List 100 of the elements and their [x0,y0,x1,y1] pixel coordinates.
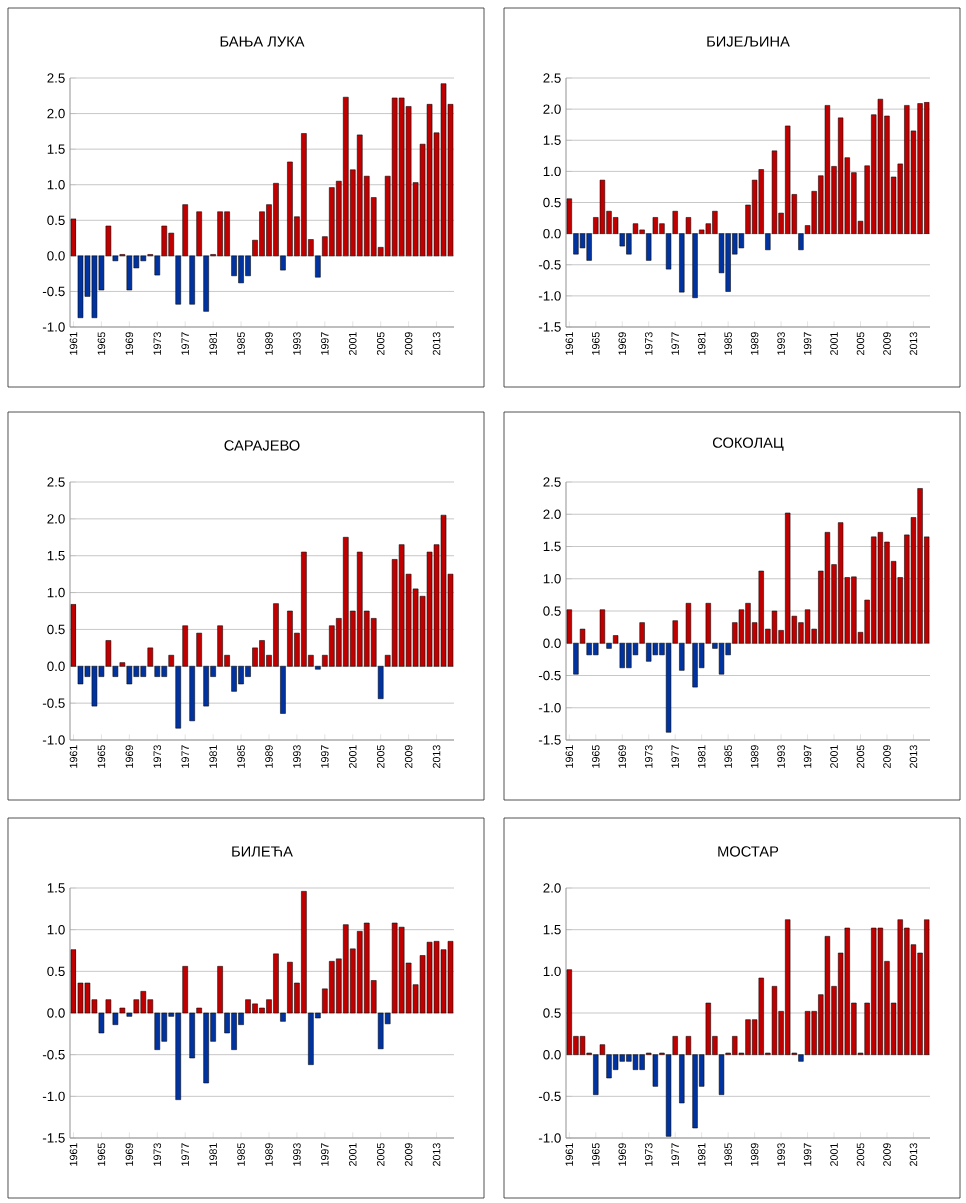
x-tick-label: 2013 [432,1143,441,1166]
y-tick-label: 2.0 [47,108,65,119]
y-tick-label: -1.0 [42,735,65,745]
x-tick-label: 1989 [750,332,759,355]
x-tick-label: 1961 [69,745,78,768]
chart-title: МОСТАР [718,846,779,857]
y-tick-label: -1.0 [42,322,65,332]
y-tick-label: 2.0 [543,509,561,519]
x-tick-label: 2009 [883,1143,891,1166]
x-tick-label: 1977 [181,745,189,768]
x-tick-label: 1993 [777,332,785,355]
x-tick-label: 1993 [777,745,785,768]
x-tick-label: 2009 [404,745,413,768]
x-tick-label: 2005 [376,332,385,355]
x-tick-label: 1965 [97,332,106,355]
x-tick-label: 1973 [153,745,162,768]
chart-title: БИЈЕЉИНА [707,36,790,47]
x-tick-label: 1989 [265,332,273,355]
x-tick-label: 1969 [618,1143,627,1166]
x-tick-label: 2001 [348,1143,357,1166]
y-tick-label: 1.5 [47,883,65,893]
x-tick-label: 1981 [697,332,706,355]
y-tick-label: 0.0 [47,251,65,261]
x-tick-label: 2001 [348,745,357,768]
x-tick-label: 1997 [321,745,329,768]
x-tick-label: 2005 [376,1143,385,1166]
y-tick-label: 0.5 [543,606,561,616]
x-tick-label: 2001 [348,332,357,355]
y-tick-label: 1.5 [47,551,65,561]
x-tick-label: 1989 [265,745,273,768]
x-tick-label: 1993 [293,332,301,355]
y-tick-label: 0.0 [47,661,65,672]
y-tick-label: 2.5 [543,73,561,83]
y-tick-label: 2.5 [47,73,65,83]
y-tick-label: 0.5 [47,215,65,226]
x-tick-label: 1961 [565,745,574,768]
y-tick-label: -0.5 [538,1091,561,1102]
y-tick-label: 1.5 [47,144,65,154]
y-tick-label: -1.5 [538,735,561,745]
x-tick-label: 2005 [856,332,865,355]
y-tick-label: -1.0 [538,703,561,713]
x-tick-label: 1997 [321,1143,329,1166]
y-tick-label: 0.5 [543,1008,561,1018]
y-tick-label: 2.0 [543,883,561,893]
x-tick-label: 1993 [293,1143,301,1166]
y-tick-label: -1.0 [538,291,561,301]
x-tick-label: 1981 [697,745,706,768]
x-tick-label: 1997 [803,332,812,355]
x-tick-label: 1985 [237,1143,245,1166]
chart-title: САРАЈЕВО [224,440,300,451]
y-tick-label: 0.5 [47,966,65,977]
x-tick-label: 2013 [909,332,918,355]
x-tick-label: 2009 [883,745,891,768]
chart-title: БИЛЕЋА [232,846,293,857]
x-tick-label: 1965 [97,745,106,768]
y-tick-label: 1.0 [543,166,561,177]
x-tick-label: 1981 [209,332,217,355]
x-tick-label: 2013 [432,745,441,768]
x-tick-label: 1969 [125,1143,134,1166]
y-tick-label: 0.5 [543,197,561,208]
x-tick-label: 1993 [777,1143,785,1166]
x-tick-label: 2009 [404,332,413,355]
y-tick-label: 2.0 [47,514,65,524]
x-tick-label: 1985 [237,332,245,355]
x-tick-label: 1961 [565,1143,574,1166]
x-tick-label: 1977 [671,1143,679,1166]
x-tick-label: 2001 [830,332,838,355]
x-tick-label: 2005 [856,1143,865,1166]
y-tick-label: 0.5 [47,624,65,635]
y-tick-label: -1.0 [538,1133,561,1143]
x-tick-label: 2005 [376,745,385,768]
y-tick-label: 2.5 [47,477,65,487]
y-tick-label: 2.5 [543,477,561,487]
x-tick-label: 2013 [432,332,441,355]
y-tick-label: -0.5 [42,1049,65,1060]
y-tick-label: 0.0 [47,1008,65,1018]
x-tick-label: 1973 [644,1143,653,1166]
x-tick-label: 1977 [671,332,679,355]
x-tick-label: 1993 [293,745,301,768]
x-tick-label: 1977 [181,1143,189,1166]
x-tick-label: 2001 [830,745,838,768]
x-tick-label: 1961 [69,332,78,355]
x-tick-label: 1965 [592,332,600,355]
x-tick-label: 2001 [830,1143,838,1166]
y-tick-label: 0.0 [543,638,561,648]
x-tick-label: 1997 [321,332,329,355]
y-tick-label: -0.5 [538,260,561,270]
y-tick-label: 0.0 [543,228,561,239]
y-tick-label: 1.0 [47,924,65,935]
y-tick-label: 1.5 [543,925,561,935]
x-tick-label: 1969 [618,745,627,768]
x-tick-label: 1989 [265,1143,273,1166]
x-tick-label: 2005 [856,745,865,768]
y-tick-label: 1.0 [543,574,561,584]
x-tick-label: 1985 [724,745,732,768]
y-tick-label: 1.0 [47,587,65,598]
y-tick-label: -0.5 [42,698,65,708]
y-tick-label: -0.5 [42,286,65,297]
x-tick-label: 1961 [69,1143,78,1166]
x-tick-label: 1969 [125,745,134,768]
